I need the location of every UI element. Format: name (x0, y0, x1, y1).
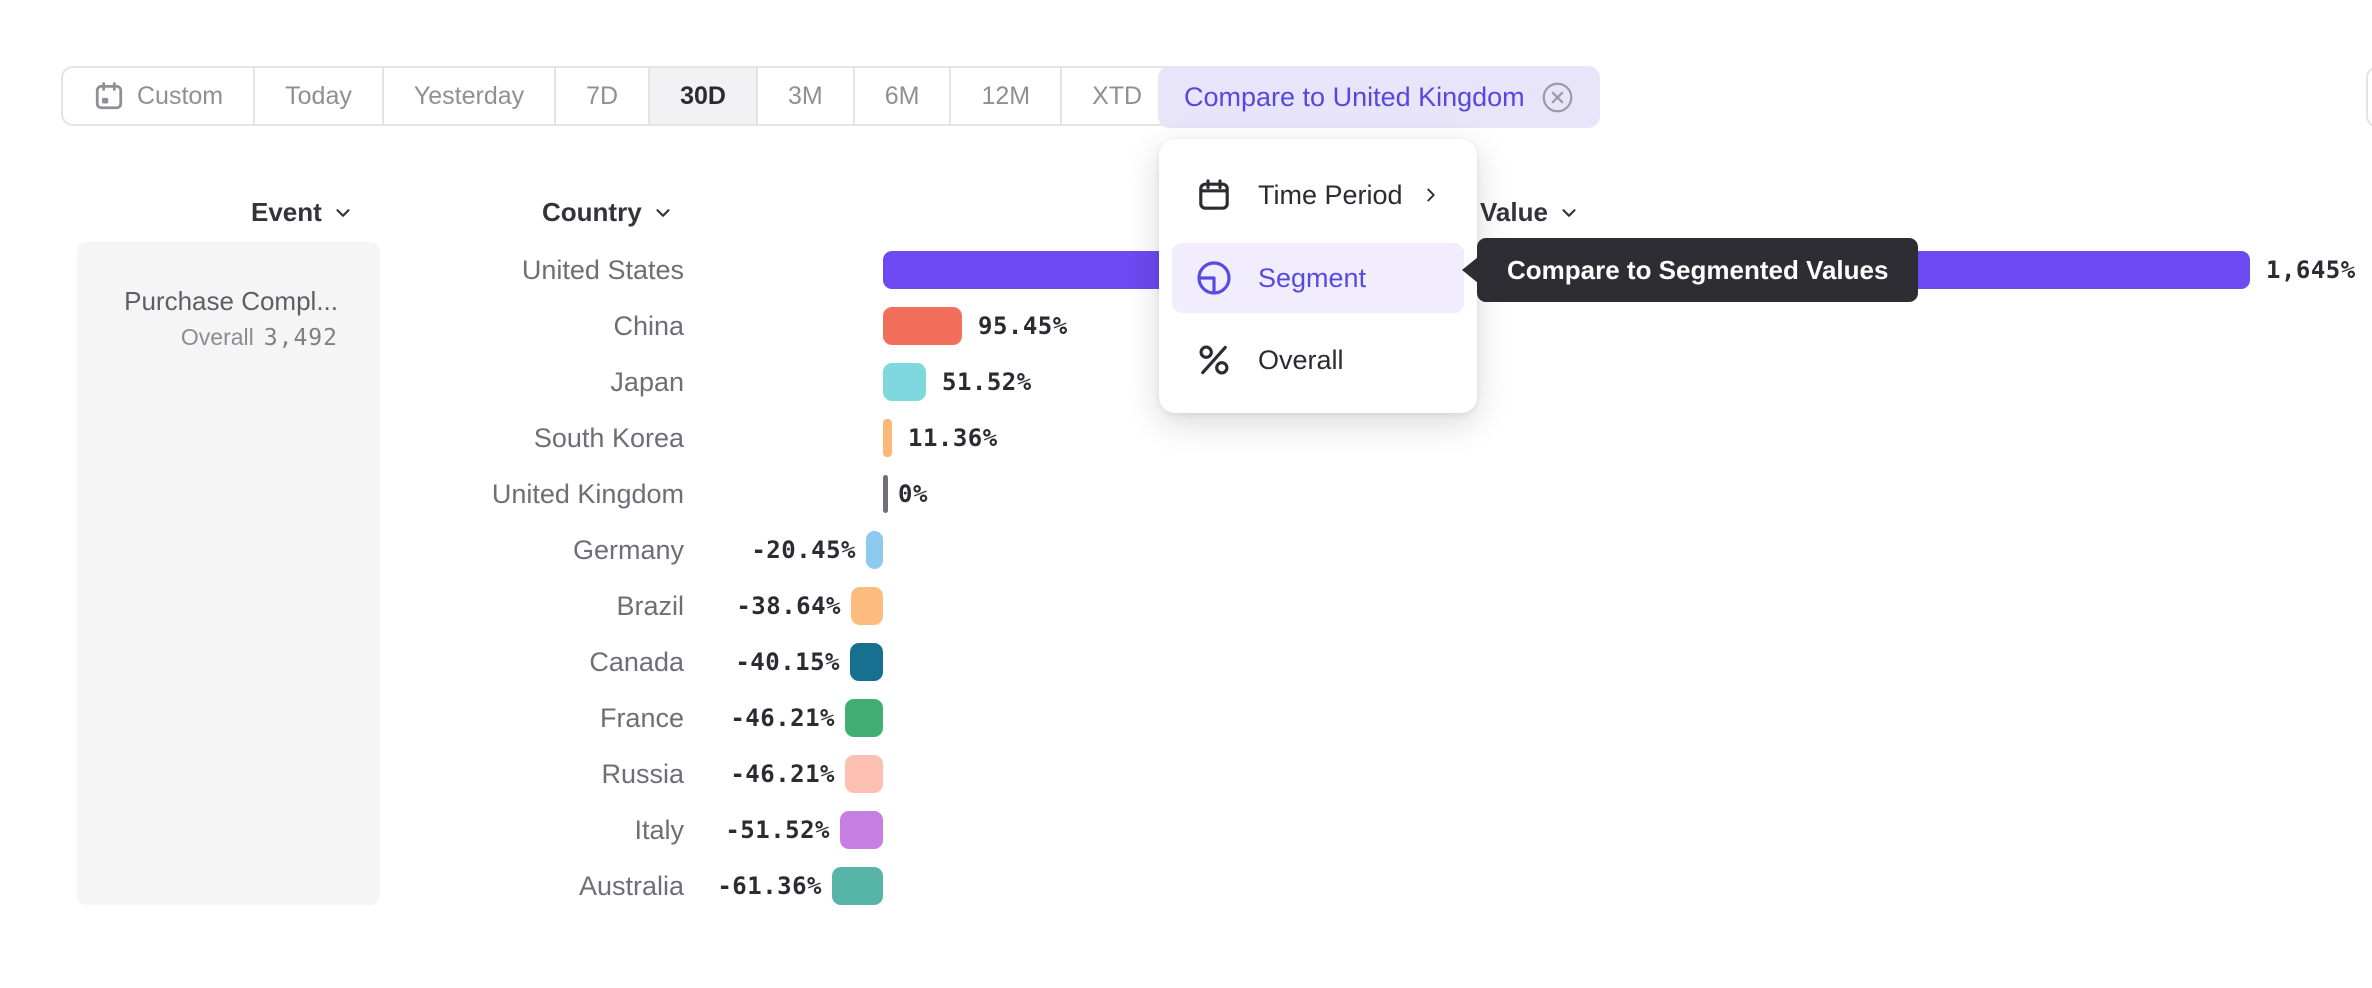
date-range-label: XTD (1092, 81, 1143, 110)
bar-segment[interactable] (883, 307, 962, 345)
country-label: China (613, 311, 684, 341)
calendar-icon (95, 82, 123, 110)
date-range-3m[interactable]: 3M (758, 68, 855, 124)
menu-item-label: Time Period (1258, 179, 1403, 210)
bar-value-label: -38.64% (736, 592, 841, 620)
bar-value-label: 1,645% (2266, 256, 2356, 284)
baseline-marker[interactable] (883, 475, 888, 513)
date-range-30d[interactable]: 30D (650, 68, 758, 124)
bar-segment[interactable] (840, 811, 883, 849)
chevron-down-icon (656, 208, 670, 217)
date-range-label: 7D (586, 81, 619, 110)
country-label: Japan (610, 367, 684, 397)
bar-value-label: 51.52% (942, 368, 1032, 396)
menu-item-time-period[interactable]: Time Period (1172, 160, 1464, 230)
bar-value-label: 11.36% (908, 424, 998, 452)
percent-icon (1199, 345, 1229, 375)
value-header-label: Value (1480, 197, 1548, 227)
country-label: South Korea (533, 423, 684, 453)
date-range-6m[interactable]: 6M (855, 68, 952, 124)
bar-segment[interactable] (850, 643, 883, 681)
compare-to-button[interactable]: Compare to United Kingdom (1158, 66, 1600, 128)
event-panel[interactable]: Purchase Compl... Overall 3,492 (77, 242, 380, 905)
date-range-label: 30D (680, 81, 726, 110)
segment-icon (1197, 261, 1231, 295)
overall-value: 3,492 (263, 325, 338, 351)
close-circle-icon[interactable] (1541, 81, 1574, 114)
date-range-12m[interactable]: 12M (951, 68, 1063, 124)
column-header-country[interactable]: Country (542, 197, 674, 228)
event-name: Purchase Compl... (124, 286, 338, 316)
date-range-label: Today (285, 81, 352, 110)
compare-dropdown-menu: Time Period Segment Overall (1159, 139, 1477, 413)
bar-value-label: -46.21% (730, 760, 835, 788)
country-label: Australia (578, 871, 684, 901)
country-label: Germany (572, 535, 684, 565)
country-label: France (599, 703, 684, 733)
date-range-label: 12M (981, 81, 1031, 110)
column-header-value[interactable]: Value (1480, 197, 1580, 228)
chevron-down-icon (336, 208, 350, 217)
tooltip: Compare to Segmented Values (1462, 238, 1919, 302)
date-range-custom[interactable]: Custom (63, 68, 256, 124)
date-range-7d[interactable]: 7D (556, 68, 651, 124)
country-label: Italy (634, 815, 684, 845)
date-range-label: 6M (884, 81, 920, 110)
date-range-label: Yesterday (413, 81, 525, 110)
menu-item-overall[interactable]: Overall (1172, 325, 1464, 395)
date-range-xtd[interactable]: XTD (1062, 68, 1208, 124)
menu-item-label: Segment (1258, 262, 1367, 293)
compare-to-label: Compare to United Kingdom (1184, 81, 1525, 112)
bar-value-label: -46.21% (730, 704, 835, 732)
menu-item-segment[interactable]: Segment (1172, 243, 1464, 313)
bar-segment[interactable] (845, 755, 883, 793)
bar-value-label: -61.36% (717, 872, 822, 900)
tooltip-text: Compare to Segmented Values (1507, 254, 1889, 285)
chevron-down-icon (1562, 208, 1576, 217)
bar-value-label: -40.15% (735, 648, 840, 676)
date-range-today[interactable]: Today (255, 68, 384, 124)
menu-item-label: Overall (1258, 344, 1344, 375)
bar-value-label: -20.45% (751, 536, 856, 564)
bar-segment[interactable] (883, 419, 892, 457)
country-label: Brazil (616, 591, 684, 621)
date-range-yesterday[interactable]: Yesterday (384, 68, 557, 124)
bar-segment[interactable] (845, 699, 883, 737)
country-label: Russia (601, 759, 684, 789)
calendar-icon (1199, 179, 1229, 210)
bar-segment[interactable] (832, 867, 883, 905)
event-header-label: Event (251, 197, 322, 227)
bar-value-label: 0% (898, 480, 928, 508)
country-label: Canada (589, 647, 684, 677)
bar-segment[interactable] (883, 363, 926, 401)
chevron-right-icon (1427, 188, 1435, 202)
country-label: United States (521, 255, 684, 285)
country-label: United Kingdom (491, 479, 684, 509)
bar-segment[interactable] (851, 587, 883, 625)
date-range-label: 3M (787, 81, 823, 110)
overall-label: Overall (180, 324, 254, 350)
edge-button-fragment (2366, 66, 2372, 128)
column-header-event[interactable]: Event (251, 197, 354, 228)
date-range-label: Custom (137, 81, 224, 110)
event-overall-row: Overall 3,492 (77, 324, 338, 351)
bar-value-label: 95.45% (978, 312, 1068, 340)
bar-segment[interactable] (866, 531, 883, 569)
bar-value-label: -51.52% (725, 816, 830, 844)
date-range-toolbar: Custom Today Yesterday 7D 30D 3M 6M 12M XTD (61, 66, 1211, 126)
country-header-label: Country (542, 197, 642, 227)
tooltip-arrow-icon (1462, 257, 1478, 283)
